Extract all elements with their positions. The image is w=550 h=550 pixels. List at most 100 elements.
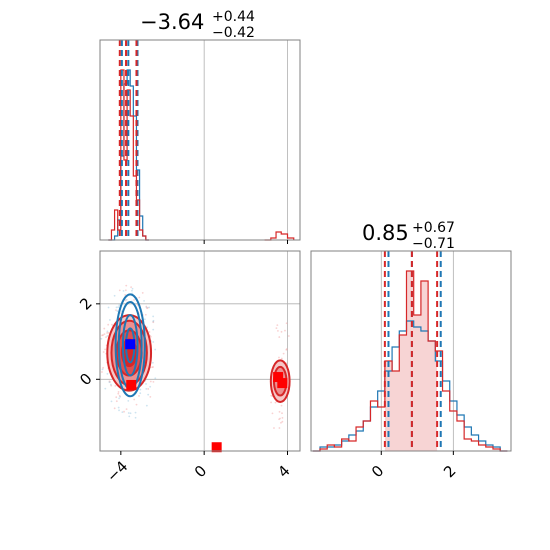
scatter-point [152,321,155,324]
contour-panel: −4 0 4 0 2 [76,250,301,486]
scatter-point [139,388,142,391]
scatter-point [273,427,275,429]
scatter-point [110,383,112,386]
scatter-point [151,361,154,364]
scatter-point [280,357,283,360]
scatter-point [101,334,103,337]
scatter-point [107,332,110,334]
scatter-point [270,401,272,404]
scatter-point [145,387,148,390]
x-tick-label: 0 [191,462,210,481]
scatter-point [113,294,116,297]
scatter-point [127,412,130,414]
scatter-point [100,337,103,340]
histogram-red-secondary-mode [264,231,295,241]
scatter-point [143,318,146,321]
marker-blue [125,339,136,350]
scatter-point [145,306,148,309]
scatter-point [274,401,277,404]
scatter-point [130,286,133,289]
scatter-point [143,299,145,302]
scatter-point [280,404,283,407]
scatter-point [134,416,137,419]
scatter-point [278,356,280,359]
scatter-point [125,408,128,411]
scatter-point [118,304,121,306]
scatter-point [110,400,113,403]
scatter-point [123,410,125,413]
scatter-point [118,397,120,400]
scatter-point [154,377,157,380]
scatter-point [118,289,121,292]
scatter-point [127,399,130,402]
scatter-point [122,289,125,292]
scatter-point [138,296,141,299]
scatter-point [152,380,155,383]
scatter-point [277,329,279,332]
scatter-point [275,327,278,330]
scatter-point [108,319,111,321]
scatter-point [115,400,118,403]
x-tick-label: 0 [368,462,387,481]
scatter-point [271,412,274,415]
axes-frame [99,39,301,241]
scatter-point [287,335,290,337]
title-param-1-sup: +0.44 [212,9,255,25]
histogram-red-series [312,270,508,452]
scatter-point [117,392,120,395]
scatter-point [107,306,110,309]
scatter-point [141,292,144,294]
scatter-point [117,406,120,409]
marker-red [273,372,284,383]
scatter-point [152,315,155,318]
scatter-point [139,392,142,395]
scatter-point [281,420,284,423]
scatter-point [124,289,127,292]
scatter-point [117,306,120,309]
scatter-point [280,421,282,424]
scatter-point [101,371,103,373]
scatter-point [124,299,127,302]
scatter-point [115,309,117,312]
scatter-point [105,336,107,339]
scatter-point [152,328,155,331]
scatter-point [278,410,281,413]
scatter-point [106,330,109,333]
scatter-point [113,407,116,410]
title-param-2-sup: +0.67 [412,220,455,236]
scatter-point [128,415,131,418]
axes-frame [99,250,301,452]
scatter-point [278,427,281,429]
scatter-point [102,366,105,369]
marker-red [277,378,288,389]
histogram-panel-1 [99,39,301,244]
scatter-point [114,384,117,387]
scatter-point [270,394,273,397]
scatter-point [149,380,152,383]
scatter-point [282,352,285,355]
scatter-point [103,333,106,336]
axes-frame [310,250,512,452]
scatter-point [129,412,132,415]
scatter-point [285,348,288,350]
scatter-point [145,383,147,385]
marker-red [211,442,222,453]
scatter-point [278,336,281,338]
scatter-point [107,323,110,326]
scatter-point [124,293,127,296]
scatter-point [115,396,118,399]
title-param-1-sub: −0.42 [212,25,255,41]
scatter-point [280,330,283,333]
scatter-point [133,299,135,301]
scatter-point [138,395,140,397]
scatter-point [106,335,109,337]
scatter-point [131,287,134,290]
scatter-point [116,310,119,313]
y-tick-label: 0 [76,370,95,389]
marker-red [126,379,137,390]
scatter-point [154,348,157,351]
scatter-point [118,409,120,412]
scatter-point [115,306,118,309]
scatter-point [145,404,148,407]
